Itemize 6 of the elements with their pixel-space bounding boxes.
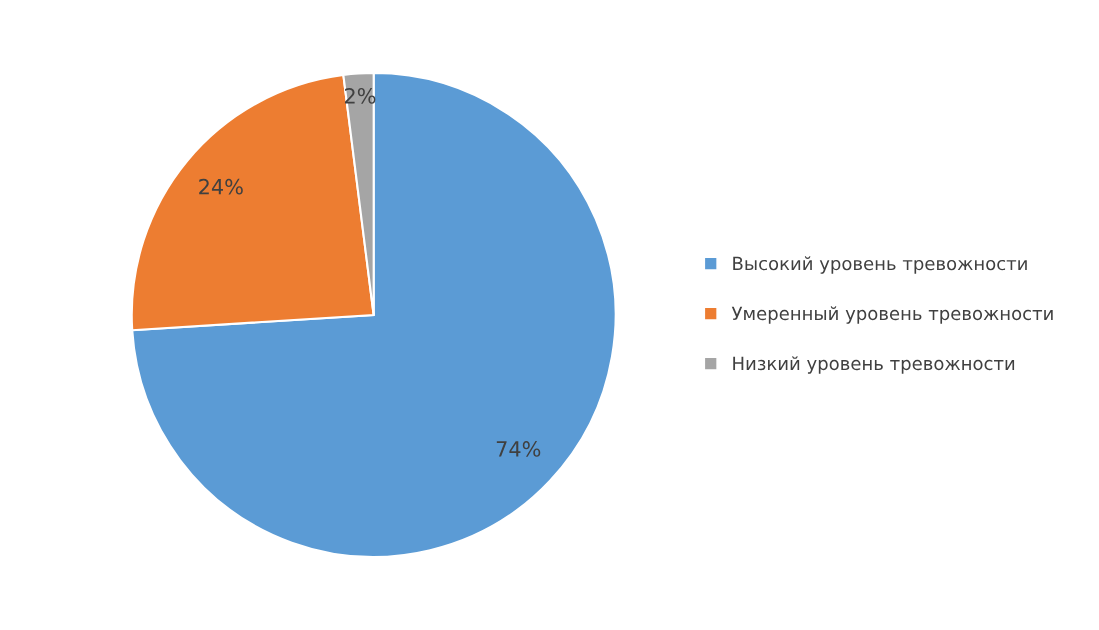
legend-label: Низкий уровень тревожности (733, 356, 1015, 374)
legend-label: Умеренный уровень тревожности (731, 306, 1053, 324)
data-label: 24% (199, 178, 243, 195)
data-label: 74% (496, 441, 541, 457)
pie-slice (131, 72, 617, 558)
legend-label: Высокий уровень тревожности (733, 256, 1027, 274)
